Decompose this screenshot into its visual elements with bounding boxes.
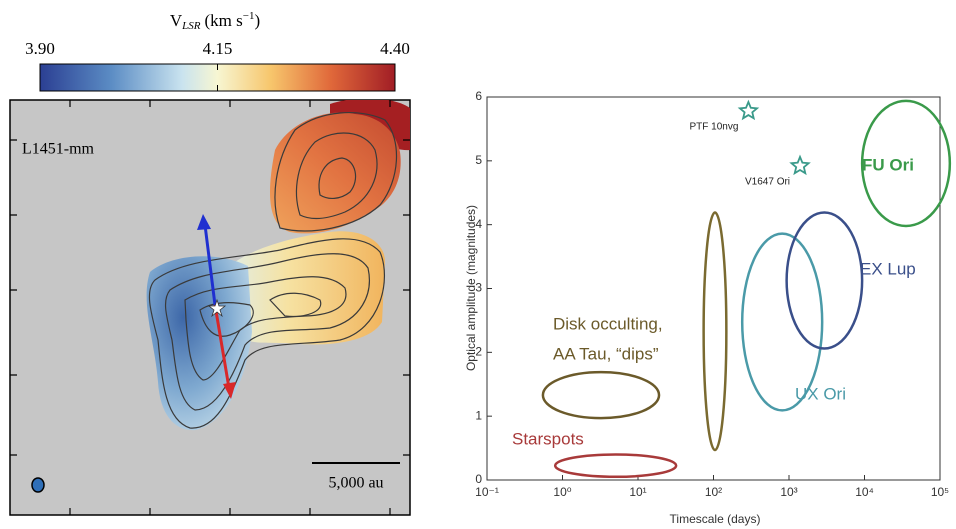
region-label: FU Ori [862,155,914,174]
colorbar-tick-label: 4.40 [380,39,410,58]
x-tick-label: 10³ [780,485,797,499]
outflow-arrow-blue [203,224,217,306]
region-label: Disk occulting, [553,314,663,333]
colorbar-subscript: LSR [181,20,201,32]
y-tick-label: 5 [475,153,482,167]
marker [737,99,760,121]
marker-label: PTF 10nvg [689,122,738,133]
region-label: EX Lup [860,259,916,278]
outflow-arrow-red [213,304,231,389]
y-tick-label: 6 [475,89,482,103]
marker [789,154,811,176]
marker-label: V1647 Ori [745,177,790,188]
arrow-head [197,214,211,230]
colorbar-symbol: V [170,11,183,30]
region-label: Starspots [512,429,584,448]
y-tick-label: 1 [475,408,482,422]
region-label: UX Ori [795,384,846,403]
region [553,453,678,479]
contours [148,111,397,429]
x-tick-label: 10⁻¹ [475,485,499,499]
y-tick-label: 0 [475,472,482,486]
beam [31,477,45,493]
region [860,99,952,228]
map-emission [146,100,410,431]
plot-area [541,99,952,479]
map-patch [270,112,401,234]
x-tick-label: 10² [705,485,722,499]
x-axis-label: Timescale (days) [670,512,761,526]
colorbar-unit: (km s [204,11,242,30]
x-tick-label: 10⁰ [553,485,571,499]
map-patch [235,231,385,345]
colorbar-label: VLSR (km s−1) [170,10,260,32]
arrow-head [223,382,236,399]
region [541,370,661,420]
x-tick-label: 10⁵ [931,485,949,499]
scale-bar-label: 5,000 au [328,475,383,492]
colorbar-tick-label: 3.90 [25,39,55,58]
x-tick-label: 10¹ [629,485,646,499]
protostar [207,298,227,318]
colorbar-exponent: −1 [243,10,255,22]
y-tick-label: 4 [475,217,482,231]
y-tick-label: 2 [475,345,482,359]
source-name: L1451-mm [22,141,95,158]
colorbar-unit-close: ) [254,11,260,30]
plot-frame [486,96,941,481]
x-tick-label: 10⁴ [855,485,874,499]
region-label: AA Tau, “dips” [553,344,659,363]
map-ticks [10,100,410,515]
region [740,232,824,412]
y-axis-label: Optical amplitude (magnitudes) [464,205,478,371]
colorbar-tick-label: 4.15 [203,39,233,58]
region [785,211,864,350]
y-tick-label: 3 [475,281,482,295]
region [702,211,728,452]
